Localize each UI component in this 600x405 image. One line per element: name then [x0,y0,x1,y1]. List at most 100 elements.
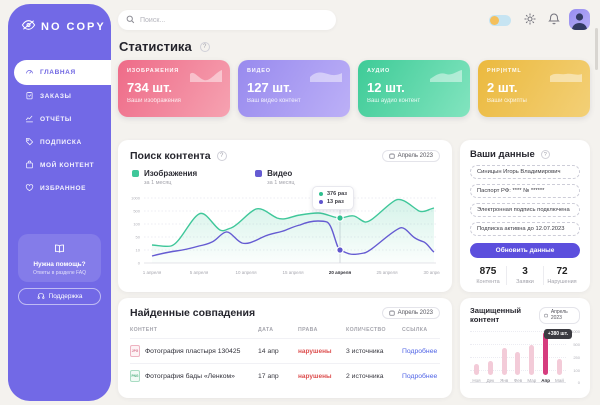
update-data-button[interactable]: Обновить данные [470,243,580,258]
svg-text:1000: 1000 [131,195,141,200]
stat-cards: ИЗОБРАЖЕНИЯ 734 шт. Ваши изображения ВИД… [118,60,590,117]
card-images[interactable]: ИЗОБРАЖЕНИЯ 734 шт. Ваши изображения [118,60,230,117]
page-title: Статистика ? [119,39,210,54]
tooltip-dot-green [319,192,323,196]
card-audio[interactable]: АУДИО 12 шт. Ваш аудио контент [358,60,470,117]
user-avatar[interactable] [569,9,590,30]
rights-status: нарушены [298,372,332,380]
svg-text:50: 50 [136,234,141,239]
user-data-panel: Ваши данные ? Синицын Игорь Владимирович… [460,140,590,292]
content-search-title: Поиск контента ? [130,150,227,162]
sidebar-item-main[interactable]: ГЛАВНАЯ [14,60,111,85]
search-input[interactable] [140,16,328,24]
card-value: 127 шт. [247,80,292,95]
card-label: ВИДЕО [247,68,271,74]
content-search-panel: Поиск контента ? Апрель 2023 Изображения… [118,140,452,292]
calendar-icon [389,310,395,316]
table-row[interactable]: PNG Фотография бады «Ленком» 17 апр нару… [130,363,440,383]
chart-help-icon[interactable]: ? [216,151,227,161]
match-title: Фотография пластыря 130425 [145,347,241,355]
matches-title: Найденные совпадения [130,307,256,319]
bar-feb[interactable]: Фев [513,352,522,383]
sparkline-icon [190,70,222,82]
scrollbar[interactable] [595,28,598,70]
png-file-icon: PNG [130,370,140,382]
bar-may[interactable]: Май [555,359,564,383]
sidebar-item-orders[interactable]: ЗАКАЗЫ [8,85,111,108]
svg-text:0: 0 [138,260,141,265]
logo[interactable]: NO COPY [8,4,111,36]
marker-dot-green[interactable] [336,213,344,222]
stat-requests: 3 Заявки [506,266,543,285]
table-header: КОНТЕНТ ДАТА ПРАВА КОЛИЧЕСТВО ССЫЛКА [130,327,428,333]
user-data-title: Ваши данные ? [470,149,580,160]
sidebar-item-favorites[interactable]: ИЗБРАННОЕ [8,177,111,200]
details-link[interactable]: Подробнее [402,372,438,380]
stats-help-icon[interactable]: ? [199,41,210,52]
sidebar-item-label: ГЛАВНАЯ [40,69,76,76]
bar-nov[interactable]: Ноя [472,364,481,383]
card-caption: Ваш аудио контент [367,98,421,104]
sparkline-icon [430,70,462,82]
legend-images[interactable]: Изображения за 1 месяц [132,169,197,186]
help-title: Нужна помощь? [33,261,86,268]
table-row[interactable]: JPG Фотография пластыря 130425 14 апр на… [130,338,440,358]
field-signature[interactable]: Электронная подпись подключена [470,202,580,217]
sidebar-item-my-content[interactable]: МОЙ КОНТЕНТ [8,154,111,177]
chart-legend: Изображения за 1 месяц Видео за 1 месяц [132,169,440,186]
svg-text:1 апреля: 1 апреля [143,270,162,275]
marker-dot-purple[interactable] [336,245,344,254]
bar-chart[interactable]: 1000 500 250 100 0 +380 шт. Ноя Дек Янв … [470,329,580,393]
settings-gear-icon[interactable] [523,12,537,26]
field-passport[interactable]: Паспорт РФ: **** № ****** [470,183,580,198]
card-label: ИЗОБРАЖЕНИЯ [127,68,180,74]
bar-tooltip: +380 шт. [543,329,572,339]
sidebar-item-subscription[interactable]: ПОДПИСКА [8,131,111,154]
sparkline-icon [550,73,582,82]
bar-apr[interactable]: Апр [541,332,550,383]
protected-period-badge[interactable]: Апрель 2023 [538,306,580,324]
matches-panel: Найденные совпадения Апрель 2023 КОНТЕНТ… [118,298,452,398]
support-button[interactable]: Поддержка [18,288,101,305]
help-box[interactable]: Нужна помощь? Ответы в разделе FAQ [18,234,101,282]
clipboard-icon [25,91,34,102]
card-value: 734 шт. [127,80,172,95]
stat-content: 875 Контента [476,266,500,285]
user-mini-stats: 875 Контента 3 Заявки 72 Нарушения [470,266,580,285]
bar-mar[interactable]: Мар [527,345,536,383]
legend-swatch-green [132,170,139,177]
field-subscription[interactable]: Подписка активна до 12.07.2023 [470,221,580,236]
theme-toggle[interactable] [489,15,511,26]
card-scripts[interactable]: PHP|HTML 2 шт. Ваши скрипты [478,60,590,117]
search-bar[interactable] [118,10,336,30]
card-value: 2 шт. [487,80,518,95]
bar-dec[interactable]: Дек [486,361,495,383]
legend-swatch-purple [255,170,263,177]
person-silhouette-icon [572,13,587,30]
sidebar-item-reports[interactable]: ОТЧЁТЫ [8,108,111,131]
details-link[interactable]: Подробнее [402,347,438,355]
field-full-name[interactable]: Синицын Игорь Владимирович [470,164,580,179]
notifications-bell-icon[interactable] [547,12,561,26]
no-copy-eye-icon [21,18,36,36]
svg-text:100: 100 [133,221,140,226]
chart-tooltip: 376 раз 13 раз [312,186,354,210]
card-video[interactable]: ВИДЕО 127 шт. Ваш видео контент [238,60,350,117]
line-chart[interactable]: 1000 500 100 50 10 0 1 апреля 5 апреля 1… [130,190,445,278]
support-label: Поддержка [48,293,83,300]
card-value: 12 шт. [367,80,405,95]
card-label: PHP|HTML [487,68,522,74]
bar-jan[interactable]: Янв [500,348,509,383]
svg-text:30 апреля: 30 апреля [423,270,440,275]
sidebar-item-label: ПОДПИСКА [40,139,82,146]
user-data-help-icon[interactable]: ? [540,150,550,159]
svg-text:500: 500 [133,208,140,213]
matches-period-badge[interactable]: Апрель 2023 [381,307,440,319]
tooltip-dot-purple [319,200,323,204]
headset-icon [37,292,45,302]
toggle-knob [490,16,499,25]
legend-video[interactable]: Видео за 1 месяц [255,169,295,186]
chart-period-badge[interactable]: Апрель 2023 [381,150,440,162]
sidebar-item-label: ОТЧЁТЫ [40,116,72,123]
protected-content-panel: Защищенный контент Апрель 2023 1000 500 … [460,298,590,398]
